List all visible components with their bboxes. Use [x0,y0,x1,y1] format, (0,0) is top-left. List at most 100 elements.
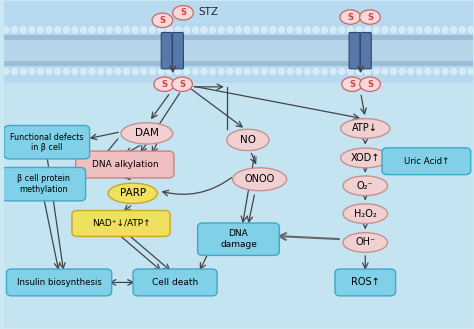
Ellipse shape [260,67,269,76]
Ellipse shape [286,67,294,76]
Ellipse shape [10,67,19,76]
Ellipse shape [54,67,62,76]
Ellipse shape [2,26,10,34]
FancyBboxPatch shape [349,33,360,69]
Ellipse shape [252,67,260,76]
Ellipse shape [174,67,182,76]
Ellipse shape [467,67,474,76]
Ellipse shape [381,26,389,34]
Circle shape [360,10,380,24]
Ellipse shape [200,26,208,34]
FancyBboxPatch shape [72,211,170,237]
Ellipse shape [337,67,346,76]
Ellipse shape [217,67,226,76]
Ellipse shape [277,67,286,76]
Ellipse shape [320,26,329,34]
Ellipse shape [139,67,148,76]
Ellipse shape [449,67,458,76]
Text: NAD⁺↓/ATP↑: NAD⁺↓/ATP↑ [92,219,150,228]
Ellipse shape [372,67,381,76]
Ellipse shape [114,26,122,34]
Ellipse shape [79,67,88,76]
Ellipse shape [343,176,388,196]
Ellipse shape [449,26,458,34]
Ellipse shape [233,168,287,191]
Ellipse shape [312,67,320,76]
Ellipse shape [364,26,372,34]
Ellipse shape [36,67,45,76]
Ellipse shape [424,26,432,34]
FancyBboxPatch shape [173,33,183,69]
Text: PARP: PARP [120,188,146,198]
Bar [4,35,474,66]
Ellipse shape [157,26,165,34]
Text: Functional defects
in β cell: Functional defects in β cell [10,133,83,152]
Text: XOD↑: XOD↑ [351,153,380,163]
Text: OH⁻: OH⁻ [355,238,375,247]
Ellipse shape [200,67,208,76]
Text: S: S [367,80,373,89]
Ellipse shape [467,26,474,34]
Ellipse shape [71,67,79,76]
Ellipse shape [329,26,337,34]
Ellipse shape [432,67,441,76]
Text: NO: NO [240,135,256,145]
Ellipse shape [458,26,466,34]
Ellipse shape [234,67,243,76]
Text: β cell protein
methylation: β cell protein methylation [17,174,70,194]
Ellipse shape [227,129,269,151]
Ellipse shape [10,26,19,34]
FancyBboxPatch shape [76,151,174,178]
Ellipse shape [97,67,105,76]
FancyBboxPatch shape [7,269,112,296]
Text: DNA
damage: DNA damage [220,230,257,249]
FancyBboxPatch shape [133,269,217,296]
FancyBboxPatch shape [360,33,371,69]
Circle shape [360,77,380,91]
Ellipse shape [114,67,122,76]
Ellipse shape [122,67,131,76]
Ellipse shape [62,67,71,76]
Ellipse shape [372,26,381,34]
Text: ONOO: ONOO [245,174,275,184]
Ellipse shape [191,26,200,34]
Ellipse shape [415,67,424,76]
Text: Uric Acid↑: Uric Acid↑ [404,157,449,166]
Ellipse shape [122,26,131,34]
FancyBboxPatch shape [198,223,279,255]
Ellipse shape [131,67,139,76]
FancyBboxPatch shape [4,126,90,159]
Ellipse shape [105,67,114,76]
Circle shape [340,10,361,24]
Ellipse shape [294,26,303,34]
Ellipse shape [45,67,53,76]
Ellipse shape [191,67,200,76]
Ellipse shape [27,26,36,34]
Circle shape [173,6,193,20]
Ellipse shape [407,26,415,34]
Ellipse shape [139,26,148,34]
Text: H₂O₂: H₂O₂ [354,209,377,219]
Text: S: S [161,80,167,89]
Ellipse shape [364,67,372,76]
Ellipse shape [441,67,449,76]
Ellipse shape [54,26,62,34]
Ellipse shape [182,26,191,34]
Ellipse shape [260,26,269,34]
Ellipse shape [209,26,217,34]
Ellipse shape [226,26,234,34]
Ellipse shape [355,26,363,34]
Ellipse shape [346,67,355,76]
Ellipse shape [243,67,251,76]
Text: S: S [179,80,185,89]
Ellipse shape [148,67,156,76]
Ellipse shape [441,26,449,34]
Ellipse shape [320,67,329,76]
Ellipse shape [424,67,432,76]
Ellipse shape [337,26,346,34]
Ellipse shape [303,26,311,34]
FancyBboxPatch shape [335,269,396,296]
Circle shape [154,77,174,91]
Ellipse shape [432,26,441,34]
Ellipse shape [389,67,398,76]
